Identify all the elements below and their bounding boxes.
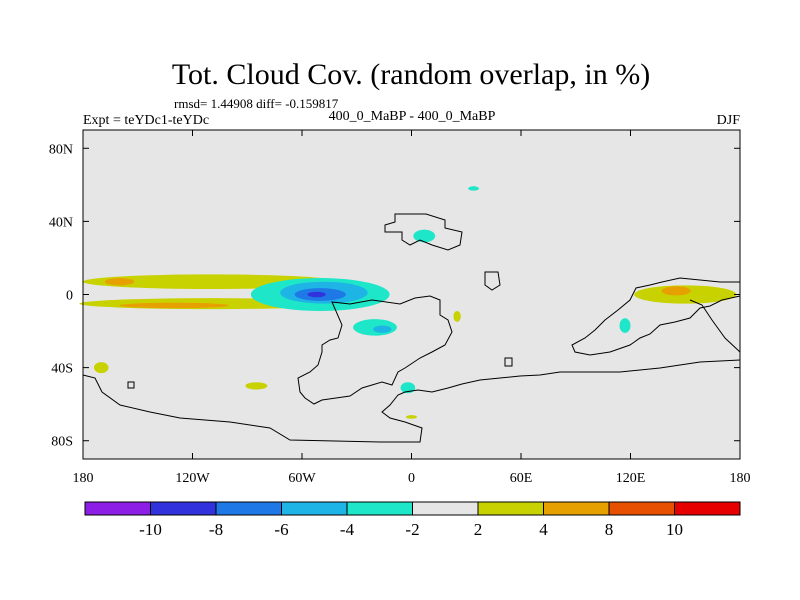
coastline-east-2 <box>689 299 741 353</box>
anomaly-central-negative-core <box>307 291 326 298</box>
y-tick-label: 0 <box>66 289 73 304</box>
anomaly-pacific-band-orange <box>104 278 135 286</box>
x-tick-label: 180 <box>73 471 94 486</box>
x-tick-label: 60W <box>288 471 316 486</box>
y-tick-label: 40N <box>49 215 73 230</box>
axis-ticks: 180 120W 60W 0 60E 120E 180 80N 40N 0 40S 80S <box>49 130 751 486</box>
coastline-island-1 <box>484 271 501 291</box>
continent-outlines <box>82 213 741 443</box>
anomaly-north-atlantic-negative <box>413 229 436 243</box>
colorbar: -10 -8 -6 -4 -2 2 4 8 10 <box>84 501 741 539</box>
colorbar-label: -4 <box>340 520 355 539</box>
colorbar-swatch <box>215 501 282 516</box>
anomaly-south-positive-patch-2 <box>245 382 268 390</box>
colorbar-label: 4 <box>539 520 548 539</box>
season-label: DJF <box>717 113 741 128</box>
x-tick-label: 180 <box>730 471 751 486</box>
colorbar-swatch <box>477 501 544 516</box>
coastline-south <box>297 295 453 405</box>
anomaly-west-australia-positive <box>453 310 461 322</box>
y-tick-label: 80N <box>49 142 73 157</box>
colorbar-swatch <box>281 501 348 516</box>
colorbar-swatch <box>543 501 610 516</box>
colorbar-label: -2 <box>405 520 419 539</box>
plot-background <box>83 130 740 459</box>
anomaly-east-positive-core <box>661 286 691 296</box>
colorbar-swatch <box>84 501 151 516</box>
coastline-southwest <box>82 359 741 443</box>
colorbar-label: -6 <box>274 520 288 539</box>
anomaly-southern-ocean-positive <box>406 415 417 419</box>
anomaly-southern-negative-patch <box>400 382 416 394</box>
coastline-east <box>571 277 741 356</box>
x-tick-label: 60E <box>510 471 533 486</box>
colorbar-swatch <box>346 501 413 516</box>
coastline-island-2 <box>504 357 513 367</box>
colorbar-label: 8 <box>605 520 614 539</box>
plot-area: 180 120W 60W 0 60E 120E 180 80N 40N 0 40S 80S <box>49 129 751 486</box>
anomaly-indian-ocean-negative <box>619 318 631 333</box>
subtitle-label: 400_0_MaBP - 400_0_MaBP <box>329 109 496 124</box>
anomaly-south-atlantic-negative-inner <box>373 325 392 333</box>
chart-title: Tot. Cloud Cov. (random overlap, in %) <box>172 58 650 91</box>
x-tick-label: 120W <box>175 471 210 486</box>
colorbar-label: -10 <box>139 520 162 539</box>
colorbar-label: 10 <box>666 520 683 539</box>
x-tick-label: 120E <box>616 471 646 486</box>
anomaly-arctic-negative-patch <box>468 186 480 191</box>
colorbar-swatch <box>608 501 675 516</box>
y-tick-label: 80S <box>51 435 73 450</box>
coastline-island-3 <box>127 381 135 389</box>
colorbar-label: -8 <box>209 520 223 539</box>
colorbar-swatch <box>674 501 741 516</box>
anomaly-east-positive-band <box>634 285 737 304</box>
experiment-label: Expt = teYDc1-teYDc <box>83 113 209 128</box>
coastline-north <box>384 213 463 251</box>
colorbar-label: 2 <box>474 520 483 539</box>
x-tick-label: 0 <box>408 471 415 486</box>
y-tick-label: 40S <box>51 362 73 377</box>
stats-label: rmsd= 1.44908 diff= -0.159817 <box>174 96 339 111</box>
colorbar-swatch <box>412 501 479 516</box>
anomaly-south-pacific-band-orange <box>119 302 229 309</box>
anomaly-south-positive-patch <box>93 362 109 374</box>
colorbar-swatch <box>150 501 217 516</box>
